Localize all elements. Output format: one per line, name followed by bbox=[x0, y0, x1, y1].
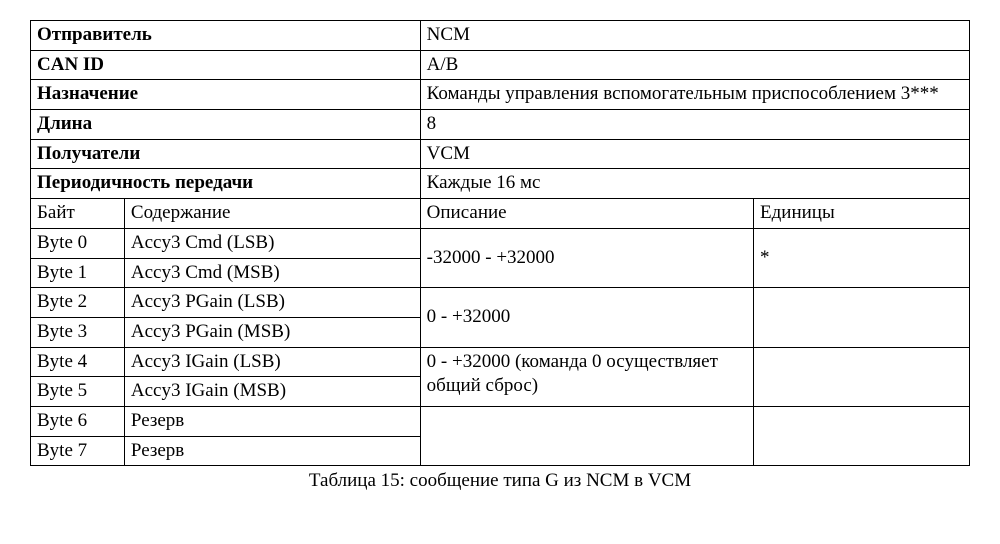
length-value: 8 bbox=[420, 110, 969, 140]
content-4: Accy3 IGain (LSB) bbox=[124, 347, 420, 377]
byte-4: Byte 4 bbox=[31, 347, 125, 377]
canid-value: A/B bbox=[420, 50, 969, 80]
byte-5: Byte 5 bbox=[31, 377, 125, 407]
desc-23: 0 - +32000 bbox=[420, 288, 753, 347]
col-units: Единицы bbox=[754, 199, 970, 229]
data-row-2: Byte 2 Accy3 PGain (LSB) 0 - +32000 bbox=[31, 288, 970, 318]
periodicity-label: Периодичность передачи bbox=[31, 169, 421, 199]
content-3: Accy3 PGain (MSB) bbox=[124, 317, 420, 347]
sender-label: Отправитель bbox=[31, 21, 421, 51]
content-0: Accy3 Cmd (LSB) bbox=[124, 228, 420, 258]
byte-6: Byte 6 bbox=[31, 406, 125, 436]
byte-3: Byte 3 bbox=[31, 317, 125, 347]
col-byte: Байт bbox=[31, 199, 125, 229]
col-content: Содержание bbox=[124, 199, 420, 229]
desc-45: 0 - +32000 (команда 0 осуществляет общий… bbox=[420, 347, 753, 406]
purpose-label: Назначение bbox=[31, 80, 421, 110]
content-5: Accy3 IGain (MSB) bbox=[124, 377, 420, 407]
content-7: Резерв bbox=[124, 436, 420, 466]
table-caption: Таблица 15: сообщение типа G из NCM в VC… bbox=[30, 470, 970, 492]
receivers-label: Получатели bbox=[31, 139, 421, 169]
header-row-periodicity: Периодичность передачи Каждые 16 мс bbox=[31, 169, 970, 199]
byte-7: Byte 7 bbox=[31, 436, 125, 466]
units-6-empty bbox=[754, 406, 970, 436]
byte-2: Byte 2 bbox=[31, 288, 125, 318]
content-2: Accy3 PGain (LSB) bbox=[124, 288, 420, 318]
data-row-0: Byte 0 Accy3 Cmd (LSB) -32000 - +32000 * bbox=[31, 228, 970, 258]
byte-1: Byte 1 bbox=[31, 258, 125, 288]
desc-01: -32000 - +32000 bbox=[420, 228, 753, 287]
header-row-sender: Отправитель NCM bbox=[31, 21, 970, 51]
units-23 bbox=[754, 288, 970, 347]
units-45 bbox=[754, 347, 970, 406]
header-row-receivers: Получатели VCM bbox=[31, 139, 970, 169]
header-row-canid: CAN ID A/B bbox=[31, 50, 970, 80]
receivers-value: VCM bbox=[420, 139, 969, 169]
periodicity-value: Каждые 16 мс bbox=[420, 169, 969, 199]
sender-value: NCM bbox=[420, 21, 969, 51]
header-row-length: Длина 8 bbox=[31, 110, 970, 140]
desc-6-empty bbox=[420, 406, 753, 436]
data-row-6: Byte 6 Резерв bbox=[31, 406, 970, 436]
canid-label: CAN ID bbox=[31, 50, 421, 80]
col-description: Описание bbox=[420, 199, 753, 229]
header-row-purpose: Назначение Команды управления вспомогате… bbox=[31, 80, 970, 110]
content-6: Резерв bbox=[124, 406, 420, 436]
desc-7-empty bbox=[420, 436, 753, 466]
data-row-7: Byte 7 Резерв bbox=[31, 436, 970, 466]
length-label: Длина bbox=[31, 110, 421, 140]
units-01: * bbox=[754, 228, 970, 287]
purpose-value: Команды управления вспомогательным присп… bbox=[420, 80, 969, 110]
data-row-4: Byte 4 Accy3 IGain (LSB) 0 - +32000 (ком… bbox=[31, 347, 970, 377]
content-1: Accy3 Cmd (MSB) bbox=[124, 258, 420, 288]
byte-0: Byte 0 bbox=[31, 228, 125, 258]
column-header-row: Байт Содержание Описание Единицы bbox=[31, 199, 970, 229]
message-table: Отправитель NCM CAN ID A/B Назначение Ко… bbox=[30, 20, 970, 466]
units-7-empty bbox=[754, 436, 970, 466]
